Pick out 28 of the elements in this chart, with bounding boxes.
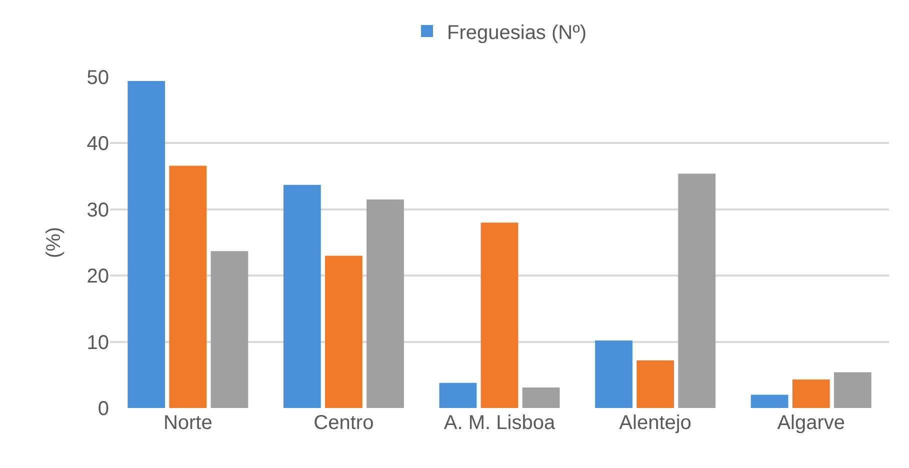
x-tick-label: Algarve <box>777 412 846 434</box>
bar <box>439 382 477 408</box>
legend-label: Freguesias (Nº) <box>447 22 587 44</box>
bar <box>595 340 632 408</box>
x-tick-label: A. M. Lisboa <box>444 412 556 434</box>
x-tick-label: Centro <box>314 412 374 434</box>
bar <box>283 184 321 408</box>
bar <box>366 199 404 408</box>
bar <box>750 394 788 408</box>
bar <box>522 387 560 408</box>
x-tick-label: Alentejo <box>619 412 692 434</box>
bar <box>325 256 362 408</box>
x-tick-label: Norte <box>163 412 212 434</box>
bar <box>792 380 830 408</box>
bar <box>480 222 518 408</box>
y-tick-label: 40 <box>86 133 109 156</box>
y-tick-label: 50 <box>86 67 109 89</box>
y-axis-title: (%) <box>43 226 65 258</box>
bar <box>169 166 207 408</box>
y-tick-label: 20 <box>86 266 109 288</box>
y-tick-label: 30 <box>86 199 109 222</box>
y-tick-label: 0 <box>98 398 109 420</box>
bar <box>834 372 872 408</box>
bar <box>636 360 674 408</box>
bar <box>128 80 166 408</box>
bar <box>678 174 716 408</box>
y-tick-label: 10 <box>86 332 109 354</box>
bar <box>210 251 248 408</box>
